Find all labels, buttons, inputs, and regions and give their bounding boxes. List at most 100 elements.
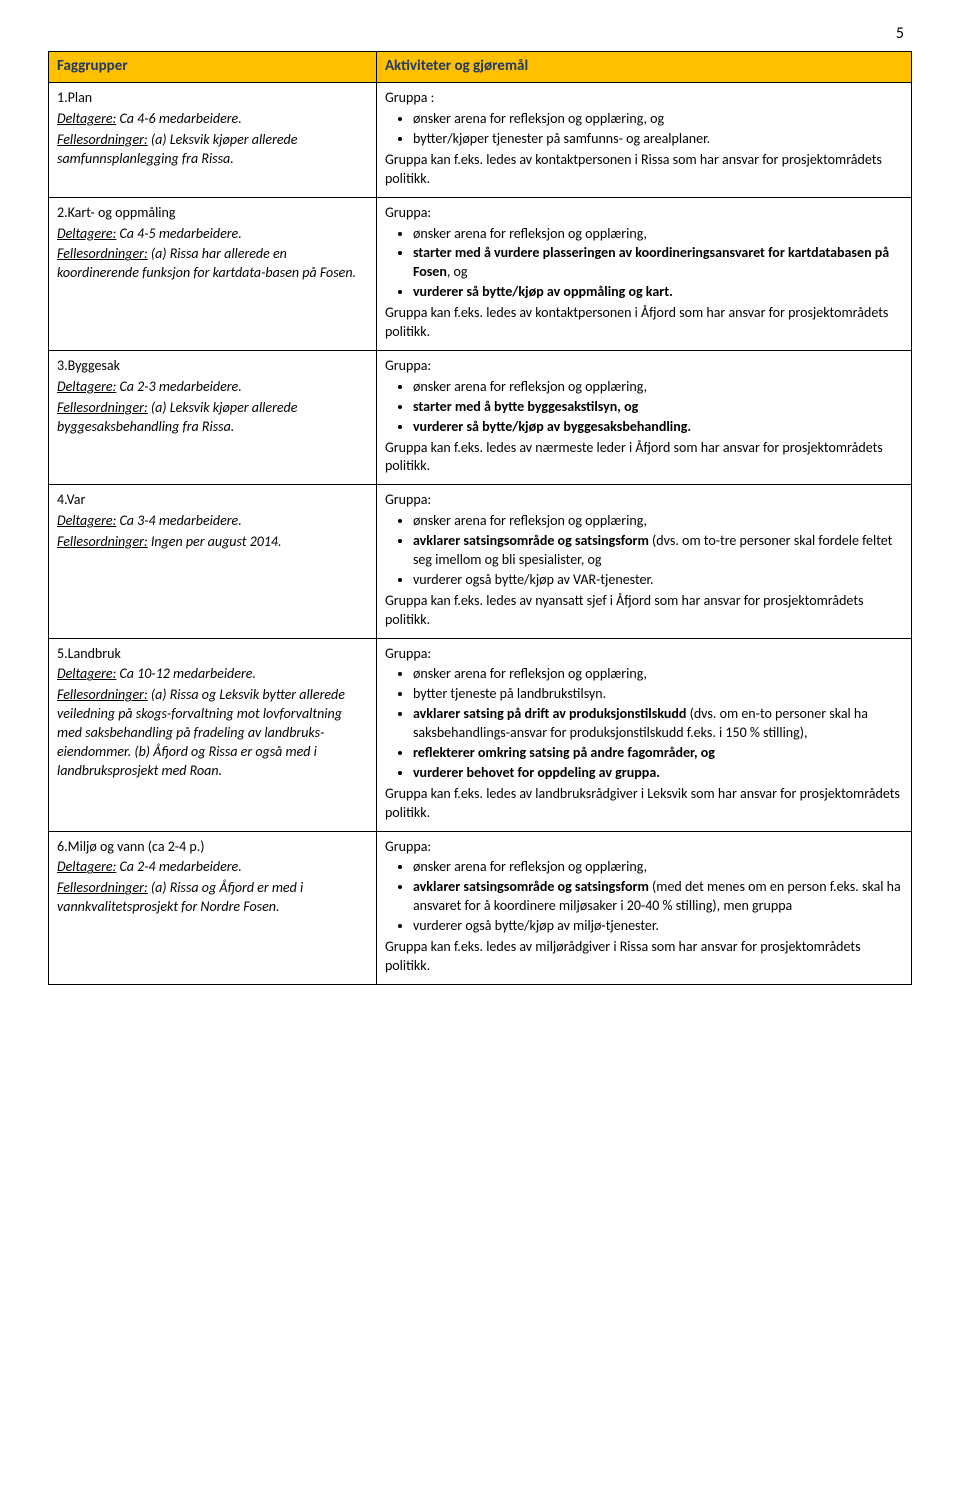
header-left: Faggrupper <box>49 52 377 83</box>
gruppa-intro: Gruppa: <box>385 645 903 664</box>
bullet-text: ønsker arena for refleksjon og opplæring… <box>413 665 647 682</box>
gruppa-tail: Gruppa kan f.eks. ledes av landbruksrådg… <box>385 785 903 823</box>
bullet-item: avklarer satsingsområde og satsingsform … <box>413 878 903 916</box>
bullet-item: bytter tjeneste på landbrukstilsyn. <box>413 685 903 704</box>
bullet-text: ønsker arena for refleksjon og opplæring… <box>413 378 647 395</box>
gruppa-intro: Gruppa : <box>385 89 903 108</box>
faggruppe-cell: 2.Kart- og oppmålingDeltagere: Ca 4-5 me… <box>49 197 377 350</box>
bullet-tail: , og <box>447 263 468 280</box>
bullet-item: bytter/kjøper tjenester på samfunns- og … <box>413 130 903 149</box>
fellesordninger-label: Fellesordninger: <box>57 245 148 262</box>
deltagere-value: Ca 10-12 medarbeidere. <box>116 665 256 682</box>
bullet-text: starter med å vurdere plasseringen av ko… <box>413 244 889 280</box>
bullet-item: ønsker arena for refleksjon og opplæring… <box>413 110 903 129</box>
bullet-text: avklarer satsing på drift av produksjons… <box>413 705 686 722</box>
bullet-item: vurderer også bytte/kjøp av miljø-tjenes… <box>413 917 903 936</box>
header-right: Aktiviteter og gjøremål <box>376 52 911 83</box>
gruppa-intro: Gruppa: <box>385 204 903 223</box>
bullet-list: ønsker arena for refleksjon og opplæring… <box>385 665 903 782</box>
bullet-list: ønsker arena for refleksjon og opplæring… <box>385 512 903 590</box>
gruppa-tail: Gruppa kan f.eks. ledes av miljørådgiver… <box>385 938 903 976</box>
gruppa-intro: Gruppa: <box>385 491 903 510</box>
fellesordninger-label: Fellesordninger: <box>57 879 148 896</box>
bullet-text: ønsker arena for refleksjon og opplæring… <box>413 110 664 127</box>
aktiviteter-cell: Gruppa : ønsker arena for refleksjon og o… <box>376 83 911 197</box>
group-title: 5.Landbruk <box>57 645 121 662</box>
deltagere-label: Deltagere: <box>57 665 116 682</box>
bullet-text: vurderer så bytte/kjøp av byggesaksbehan… <box>413 418 691 435</box>
bullet-item: ønsker arena for refleksjon og opplæring… <box>413 225 903 244</box>
bullet-text: avklarer satsingsområde og satsingsform <box>413 532 649 549</box>
table-row: 5.Landbruk Deltagere: Ca 10-12 medarbeide… <box>49 638 912 831</box>
faggrupper-table: Faggrupper Aktiviteter og gjøremål 1.Pla… <box>48 51 912 985</box>
deltagere-value: Ca 2-4 medarbeidere. <box>116 858 241 875</box>
faggruppe-cell: 5.Landbruk Deltagere: Ca 10-12 medarbeide… <box>49 638 377 831</box>
bullet-item: ønsker arena for refleksjon og opplæring… <box>413 858 903 877</box>
faggruppe-cell: 1.PlanDeltagere: Ca 4-6 medarbeidere.Fel… <box>49 83 377 197</box>
bullet-item: ønsker arena for refleksjon og opplæring… <box>413 512 903 531</box>
bullet-item: vurderer behovet for oppdeling av gruppa… <box>413 764 903 783</box>
bullet-item: starter med å bytte byggesakstilsyn, og <box>413 398 903 417</box>
aktiviteter-cell: Gruppa: ønsker arena for refleksjon og op… <box>376 350 911 484</box>
deltagere-label: Deltagere: <box>57 858 116 875</box>
fellesordninger-value: Ingen per august 2014. <box>148 533 282 550</box>
faggruppe-cell: 3.ByggesakDeltagere: Ca 2-3 medarbeidere… <box>49 350 377 484</box>
aktiviteter-cell: Gruppa:ønsker arena for refleksjon og op… <box>376 638 911 831</box>
bullet-list: ønsker arena for refleksjon og opplæring… <box>385 858 903 936</box>
aktiviteter-cell: Gruppa: ønsker arena for refleksjon og op… <box>376 197 911 350</box>
group-title: 2.Kart- og oppmåling <box>57 204 175 221</box>
deltagere-value: Ca 2-3 medarbeidere. <box>116 378 241 395</box>
bullet-item: ønsker arena for refleksjon og opplæring… <box>413 378 903 397</box>
table-row: 3.ByggesakDeltagere: Ca 2-3 medarbeidere… <box>49 350 912 484</box>
bullet-item: reflekterer omkring satsing på andre fag… <box>413 744 903 763</box>
deltagere-value: Ca 3-4 medarbeidere. <box>116 512 241 529</box>
deltagere-value: Ca 4-6 medarbeidere. <box>116 110 241 127</box>
aktiviteter-cell: Gruppa: ønsker arena for refleksjon og op… <box>376 485 911 638</box>
faggruppe-cell: 6.Miljø og vann (ca 2-4 p.) Deltagere: Ca… <box>49 831 377 984</box>
deltagere-label: Deltagere: <box>57 512 116 529</box>
fellesordninger-label: Fellesordninger: <box>57 131 148 148</box>
bullet-list: ønsker arena for refleksjon og opplæring… <box>385 225 903 303</box>
deltagere-label: Deltagere: <box>57 378 116 395</box>
gruppa-tail: Gruppa kan f.eks. ledes av kontaktperson… <box>385 304 903 342</box>
bullet-text: vurderer også bytte/kjøp av VAR-tjeneste… <box>413 571 654 588</box>
bullet-item: starter med å vurdere plasseringen av ko… <box>413 244 903 282</box>
bullet-item: avklarer satsingsområde og satsingsform … <box>413 532 903 570</box>
bullet-text: vurderer så bytte/kjøp av oppmåling og k… <box>413 283 673 300</box>
header-row: Faggrupper Aktiviteter og gjøremål <box>49 52 912 83</box>
bullet-text: ønsker arena for refleksjon og opplæring… <box>413 512 647 529</box>
group-title-suffix: (ca 2-4 p.) <box>145 838 205 855</box>
faggruppe-cell: 4.Var Deltagere: Ca 3-4 medarbeidere. Fell… <box>49 485 377 638</box>
gruppa-tail: Gruppa kan f.eks. ledes av nyansatt sjef… <box>385 592 903 630</box>
bullet-text: vurderer også bytte/kjøp av miljø-tjenes… <box>413 917 659 934</box>
fellesordninger-label: Fellesordninger: <box>57 533 148 550</box>
bullet-text: bytter tjeneste på landbrukstilsyn. <box>413 685 606 702</box>
bullet-text: starter med å bytte byggesakstilsyn, og <box>413 398 638 415</box>
table-row: 6.Miljø og vann (ca 2-4 p.) Deltagere: Ca… <box>49 831 912 984</box>
bullet-text: ønsker arena for refleksjon og opplæring… <box>413 858 647 875</box>
group-title: 4.Var <box>57 491 85 508</box>
bullet-item: vurderer så bytte/kjøp av oppmåling og k… <box>413 283 903 302</box>
bullet-item: ønsker arena for refleksjon og opplæring… <box>413 665 903 684</box>
gruppa-intro: Gruppa: <box>385 838 903 857</box>
bullet-text: vurderer behovet for oppdeling av gruppa… <box>413 764 660 781</box>
deltagere-label: Deltagere: <box>57 110 116 127</box>
group-title: 6.Miljø og vann <box>57 838 145 855</box>
bullet-item: avklarer satsing på drift av produksjons… <box>413 705 903 743</box>
table-row: 1.PlanDeltagere: Ca 4-6 medarbeidere.Fel… <box>49 83 912 197</box>
bullet-text: reflekterer omkring satsing på andre fag… <box>413 744 715 761</box>
gruppa-tail: Gruppa kan f.eks. ledes av nærmeste lede… <box>385 439 903 477</box>
bullet-text: bytter/kjøper tjenester på samfunns- og … <box>413 130 710 147</box>
page-number: 5 <box>48 24 912 43</box>
table-row: 4.Var Deltagere: Ca 3-4 medarbeidere. Fell… <box>49 485 912 638</box>
aktiviteter-cell: Gruppa:ønsker arena for refleksjon og op… <box>376 831 911 984</box>
deltagere-value: Ca 4-5 medarbeidere. <box>116 225 241 242</box>
table-row: 2.Kart- og oppmålingDeltagere: Ca 4-5 me… <box>49 197 912 350</box>
fellesordninger-label: Fellesordninger: <box>57 399 148 416</box>
fellesordninger-label: Fellesordninger: <box>57 686 148 703</box>
bullet-list: ønsker arena for refleksjon og opplæring… <box>385 110 903 149</box>
bullet-item: vurderer også bytte/kjøp av VAR-tjeneste… <box>413 571 903 590</box>
gruppa-tail: Gruppa kan f.eks. ledes av kontaktperson… <box>385 151 903 189</box>
gruppa-intro: Gruppa: <box>385 357 903 376</box>
bullet-item: vurderer så bytte/kjøp av byggesaksbehan… <box>413 418 903 437</box>
